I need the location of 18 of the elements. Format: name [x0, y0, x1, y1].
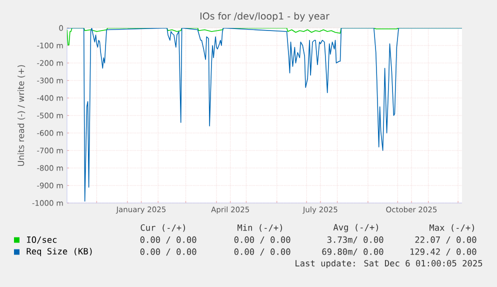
chart-title: IOs for /dev/loop1 - by year — [200, 12, 330, 22]
text: 129.42 / 0.00 — [410, 248, 476, 256]
text: 69.80m/ 0.00 — [322, 248, 384, 256]
text: 0.00 / 0.00 — [234, 248, 290, 256]
text: Avg (-/+) — [333, 224, 378, 232]
text: Min (-/+) — [238, 224, 282, 232]
text: 0.00 / 0.00 — [140, 248, 196, 256]
legend-label: IO/sec — [27, 236, 57, 244]
line-series — [67, 28, 462, 202]
text: 22.07 / 0.00 — [415, 236, 476, 244]
text: Max (-/+) — [430, 224, 474, 232]
text: Last update: Sat Dec 6 01:00:05 2025 — [296, 260, 482, 268]
text: 0.00 / 0.00 — [140, 236, 196, 244]
y-axis-title: Units read (-) / write (+) — [18, 65, 26, 166]
legend-label: Req Size (KB) — [26, 248, 92, 256]
text: 3.73m/ 0.00 — [327, 236, 384, 244]
text: Cur (-/+) — [140, 224, 186, 232]
text: 0.00 / 0.00 — [234, 236, 290, 244]
